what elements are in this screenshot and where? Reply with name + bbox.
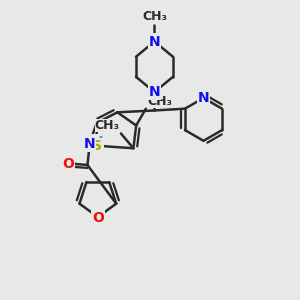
Text: N: N [198,91,209,105]
Text: O: O [92,211,104,225]
Text: N: N [83,137,95,151]
Text: CH₃: CH₃ [147,94,172,108]
Text: CH₃: CH₃ [95,119,120,132]
Text: N: N [148,34,160,49]
Text: N: N [148,85,160,99]
Text: O: O [62,157,74,170]
Text: S: S [92,139,101,153]
Text: CH₃: CH₃ [142,10,167,23]
Text: H: H [92,135,103,149]
